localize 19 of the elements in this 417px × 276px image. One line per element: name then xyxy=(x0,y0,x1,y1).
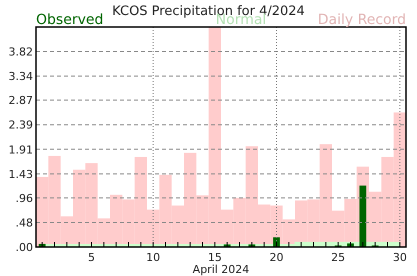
text: Observed xyxy=(36,12,104,28)
text: Daily Record xyxy=(318,12,406,28)
y-tick-label: 2.39 xyxy=(8,118,33,132)
y-tick-label: .96 xyxy=(16,192,33,205)
x-tick-label: 5 xyxy=(88,251,95,264)
x-tick-label: 25 xyxy=(331,251,346,264)
y-tick-label: 3.82 xyxy=(8,46,33,59)
x-axis-title: April 2024 xyxy=(192,263,250,276)
y-tick-label: 2.87 xyxy=(8,94,33,108)
y-tick-label: 3.34 xyxy=(8,70,33,84)
y-tick-label: .48 xyxy=(16,216,33,230)
y-tick-label: .00 xyxy=(16,241,33,254)
x-tick-label: 30 xyxy=(392,251,407,264)
y-tick-label: 1.91 xyxy=(8,143,33,156)
bar xyxy=(359,186,366,247)
x-tick-label: 10 xyxy=(146,251,160,264)
x-tick-label: 15 xyxy=(208,251,222,264)
x-tick-label: 20 xyxy=(270,251,284,264)
y-tick-label: 1.43 xyxy=(8,168,33,181)
